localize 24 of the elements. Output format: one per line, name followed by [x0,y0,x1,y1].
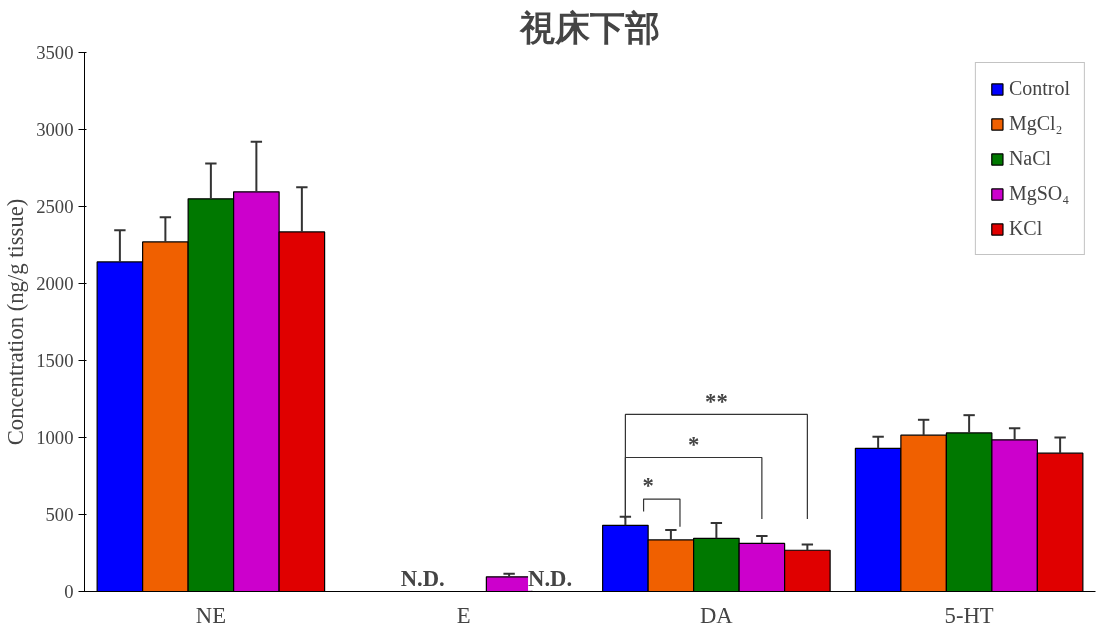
y-tick-label: 1500 [36,350,74,371]
annotation: N.D. [400,565,445,591]
y-tick-label: 3500 [36,42,74,63]
legend-label: MgSO₄ [1008,182,1070,205]
y-tick-label: 500 [45,504,74,525]
y-tick-label: 1000 [36,427,74,448]
x-tick-label: DA [700,602,734,628]
y-tick-label: 0 [64,581,74,602]
annotation: ** [705,388,728,414]
x-tick-label: NE [195,602,226,628]
legend-label: Control [1008,77,1070,100]
chart-title: 視床下部 [519,7,660,48]
y-tick-label: 2000 [36,273,74,294]
legend-label: MgCl₂ [1008,112,1063,135]
x-tick-label: 5-HT [944,602,994,628]
annotation: N.D. [528,565,573,591]
annotation: * [642,473,654,499]
y-tick-label: 2500 [36,196,74,217]
x-tick-label: E [456,602,471,628]
y-axis-title: Concentration (ng/g tissue) [3,198,29,446]
legend-label: NaCl [1008,147,1052,170]
y-tick-label: 3000 [36,119,74,140]
annotation: * [687,431,700,457]
legend-label: KCl [1008,217,1043,240]
